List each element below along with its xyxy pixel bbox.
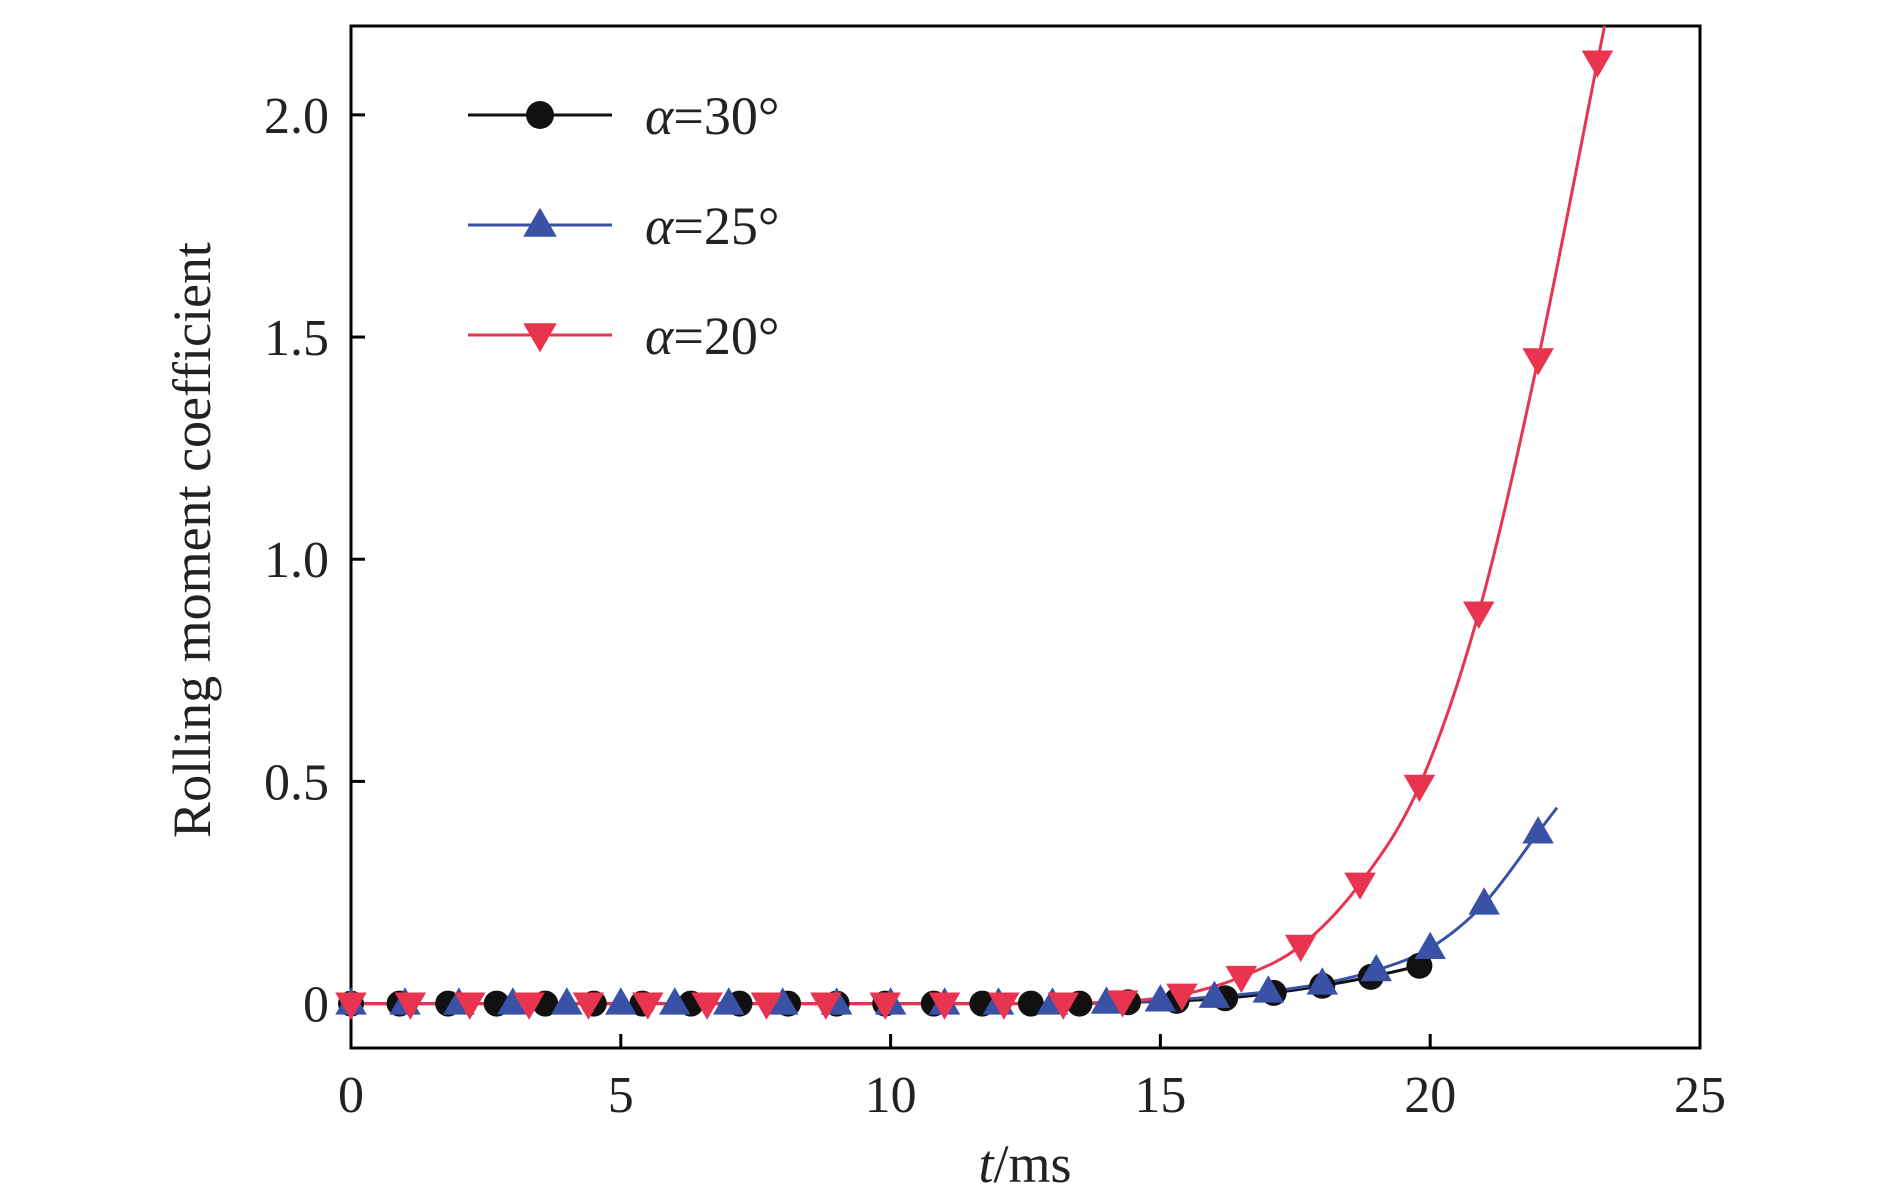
data-point-s2-20 <box>1522 348 1554 376</box>
data-point-s1-21 <box>1468 887 1500 915</box>
data-point-s1-20 <box>1414 931 1446 960</box>
data-point-s1-15 <box>1144 984 1177 1012</box>
x-tick-label-5: 25 <box>1674 1067 1726 1124</box>
data-point-s1-18 <box>1306 967 1339 995</box>
data-point-s2-9 <box>869 992 901 1020</box>
legend-label-2: α=20° <box>645 306 779 366</box>
x-tick-label-4: 20 <box>1404 1067 1456 1124</box>
x-tick-label-1: 5 <box>608 1067 634 1124</box>
data-point-s2-6 <box>691 992 723 1020</box>
data-point-s2-10 <box>928 992 961 1020</box>
data-point-s2-7 <box>750 992 783 1020</box>
series-line-2 <box>351 25 1607 1006</box>
data-point-s2-15 <box>1225 965 1258 994</box>
legend-item-2: α=20° <box>468 306 779 366</box>
legend-item-0: α=30° <box>468 86 779 146</box>
data-point-s1-5 <box>605 987 637 1015</box>
data-point-s2-8 <box>810 992 842 1020</box>
data-point-s2-11 <box>988 992 1020 1020</box>
data-point-s0-22 <box>1406 952 1433 979</box>
data-point-s2-14 <box>1166 983 1198 1011</box>
x-tick-label-2: 10 <box>865 1067 917 1124</box>
data-point-s1-7 <box>712 987 745 1015</box>
y-tick-label-3: 1.5 <box>264 310 329 367</box>
legend-marker-1 <box>523 207 557 237</box>
data-point-s2-0 <box>335 992 367 1020</box>
series-lines <box>351 25 1607 1006</box>
data-point-s2-19 <box>1463 601 1495 629</box>
data-point-s1-17 <box>1252 975 1285 1003</box>
data-point-s1-6 <box>659 987 691 1015</box>
data-point-s1-19 <box>1360 953 1392 982</box>
data-point-s2-18 <box>1403 774 1436 803</box>
data-point-s2-4 <box>572 992 605 1020</box>
legend-label-0: α=30° <box>645 86 779 146</box>
data-point-s1-22 <box>1522 816 1554 844</box>
plot-frame <box>349 24 1702 1050</box>
data-point-s2-13 <box>1106 990 1139 1018</box>
x-axis-label: t/ms <box>978 1134 1071 1194</box>
data-point-s1-3 <box>497 987 529 1015</box>
legend-item-1: α=25° <box>468 196 779 256</box>
data-point-s2-17 <box>1344 872 1376 900</box>
y-tick-label-2: 1.0 <box>264 532 329 589</box>
data-point-s0-14 <box>1017 990 1044 1017</box>
data-point-s1-8 <box>766 987 799 1015</box>
data-point-s2-12 <box>1047 992 1080 1020</box>
data-point-s2-2 <box>453 992 486 1020</box>
ticks: 0 5 10 15 20 25 0 0.5 1.0 1.5 2.0 <box>264 88 1726 1124</box>
data-point-s1-16 <box>1198 980 1231 1008</box>
data-point-s2-1 <box>394 992 427 1020</box>
data-point-s1-14 <box>1090 986 1123 1014</box>
legend-label-1: α=25° <box>645 196 779 256</box>
data-point-s2-5 <box>632 992 664 1020</box>
data-point-s2-16 <box>1284 934 1317 963</box>
x-tick-label-0: 0 <box>338 1067 364 1124</box>
data-point-s2-3 <box>513 992 545 1020</box>
series-markers <box>335 50 1614 1020</box>
y-tick-label-1: 0.5 <box>264 754 329 811</box>
y-tick-label-4: 2.0 <box>264 88 329 145</box>
series-layer <box>335 25 1614 1020</box>
y-tick-label-0: 0 <box>303 977 329 1034</box>
legend-marker-0 <box>526 101 554 129</box>
data-point-s1-4 <box>551 987 583 1015</box>
data-point-s2-21 <box>1581 50 1614 78</box>
legend-marker-2 <box>523 323 557 353</box>
y-axis-label: Rolling moment coefficient <box>162 242 222 838</box>
x-tick-label-3: 15 <box>1134 1067 1186 1124</box>
legend: α=30° α=25° α=20° <box>468 86 779 366</box>
